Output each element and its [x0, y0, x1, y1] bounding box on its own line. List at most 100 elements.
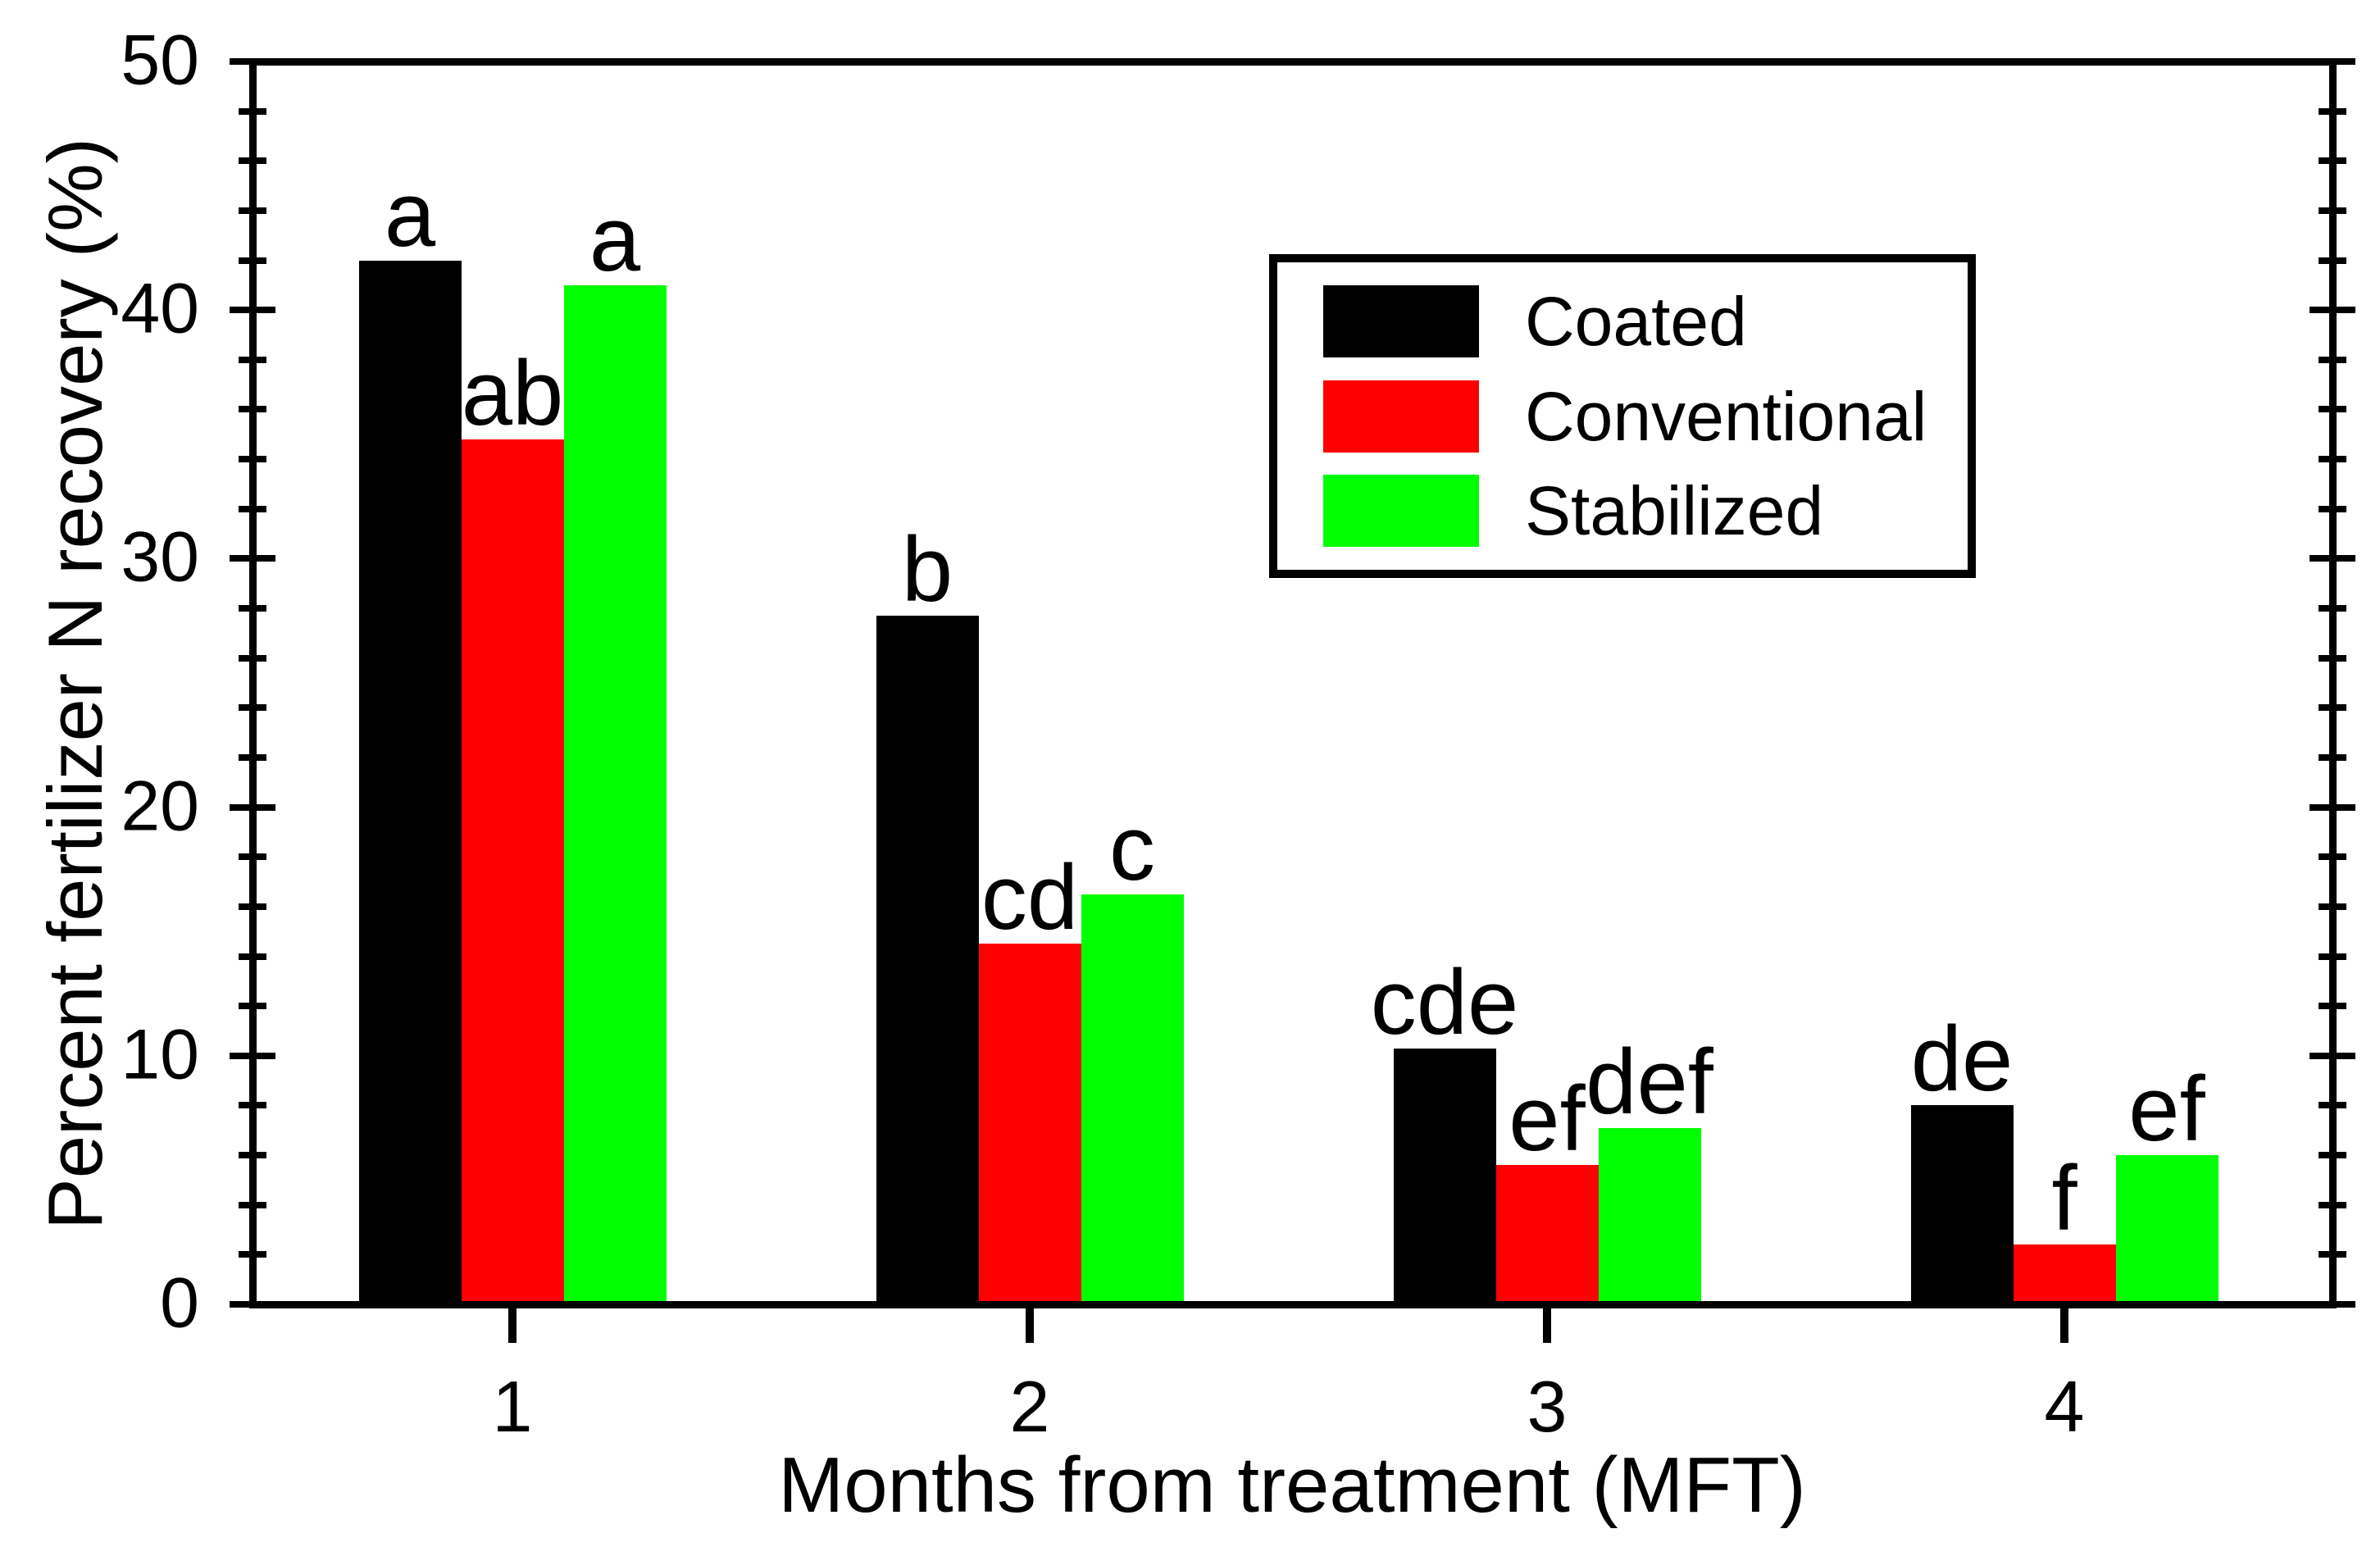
y-tick-label: 20 [121, 766, 199, 845]
y-axis-tick-right [2319, 704, 2346, 712]
y-axis-tick [239, 1152, 266, 1159]
bar-conventional-month-3 [1495, 1165, 1599, 1304]
significance-letter: c [1109, 796, 1155, 899]
y-axis-tick-right [2309, 307, 2355, 314]
y-axis-tick [239, 257, 266, 264]
y-axis-tick-right [2319, 853, 2346, 861]
significance-letter: a [384, 162, 436, 266]
y-axis-tick-right [2319, 753, 2346, 761]
y-axis-tick-right [2319, 605, 2346, 612]
y-axis-tick [239, 207, 266, 214]
y-axis-tick [239, 1003, 266, 1010]
significance-letter: b [901, 518, 953, 621]
significance-letter: ef [1509, 1067, 1586, 1171]
bar-stabilized-month-4 [2115, 1155, 2218, 1304]
bar-coated-month-2 [876, 616, 979, 1304]
x-tick-label: 2 [1009, 1366, 1050, 1447]
legend-swatch [1323, 475, 1479, 548]
legend-item-coated: Coated [1323, 282, 1968, 360]
significance-letter: f [2051, 1147, 2077, 1250]
y-tick-label: 40 [121, 269, 199, 348]
legend-item-stabilized: Stabilized [1323, 472, 1968, 550]
y-axis-tick-right [2319, 1152, 2346, 1159]
y-axis-tick-right [2319, 356, 2346, 363]
y-tick-label: 0 [160, 1263, 199, 1343]
y-axis-tick [230, 307, 275, 314]
y-axis-tick-right [2319, 953, 2346, 960]
y-tick-label: 30 [121, 517, 199, 597]
significance-letter: cde [1370, 950, 1519, 1053]
y-axis-tick-right [2309, 1301, 2355, 1308]
y-axis-tick [239, 753, 266, 761]
y-axis-tick [239, 157, 266, 165]
y-axis-tick-right [2319, 1003, 2346, 1010]
y-axis-tick-right [2309, 58, 2355, 65]
bar-stabilized-month-2 [1081, 894, 1184, 1304]
y-axis-title: Percent fertilizer N recovery (%) [32, 138, 118, 1230]
y-axis-tick-right [2319, 1251, 2346, 1258]
y-axis-tick [239, 456, 266, 463]
y-axis-tick [230, 555, 275, 562]
y-axis-tick [239, 654, 266, 662]
legend: Coated Conventional Stabilized [1269, 254, 1976, 578]
y-axis-tick-right [2309, 1052, 2355, 1059]
legend-swatch [1323, 380, 1479, 453]
y-axis-tick [239, 605, 266, 612]
top-border-line [248, 57, 2337, 66]
y-axis-tick [239, 406, 266, 413]
legend-swatch [1323, 284, 1479, 357]
x-axis-title: Months from treatment (MFT) [778, 1441, 1806, 1529]
x-tick-label: 4 [2044, 1366, 2085, 1447]
y-tick-label: 10 [121, 1015, 199, 1094]
x-axis-tick [1543, 1308, 1551, 1343]
y-axis-tick [230, 58, 275, 65]
x-tick-label: 1 [492, 1366, 533, 1447]
legend-label: Conventional [1525, 377, 1927, 455]
y-axis-tick [239, 1201, 266, 1208]
bar-stabilized-month-1 [563, 284, 667, 1304]
significance-letter: ef [2128, 1058, 2205, 1161]
y-axis-tick-right [2309, 555, 2355, 562]
y-axis-tick-right [2319, 903, 2346, 910]
bar-coated-month-1 [358, 260, 462, 1304]
y-axis-tick-right [2319, 505, 2346, 512]
y-axis-tick [230, 1301, 275, 1308]
y-axis-tick-right [2309, 803, 2355, 811]
bar-stabilized-month-3 [1598, 1127, 1701, 1304]
significance-letter: def [1586, 1030, 1713, 1133]
right-axis-line [2328, 57, 2337, 1308]
y-axis-tick [239, 953, 266, 960]
y-axis-tick-right [2319, 1102, 2346, 1109]
x-axis-tick [508, 1308, 517, 1343]
y-axis-tick-right [2319, 406, 2346, 413]
y-axis-tick [239, 107, 266, 115]
y-axis-tick-right [2319, 107, 2346, 115]
y-axis-tick [230, 803, 275, 811]
significance-letter: de [1910, 1008, 2014, 1111]
x-axis-tick [1026, 1308, 1034, 1343]
y-axis-tick-right [2319, 257, 2346, 264]
significance-letter: cd [981, 846, 1079, 949]
legend-label: Stabilized [1525, 472, 1824, 550]
y-axis-tick-right [2319, 654, 2346, 662]
y-axis-tick [239, 903, 266, 910]
x-tick-label: 3 [1527, 1366, 1568, 1447]
y-axis-tick [239, 356, 266, 363]
bar-conventional-month-2 [978, 944, 1081, 1304]
y-axis-tick-right [2319, 207, 2346, 214]
legend-label: Coated [1525, 282, 1747, 360]
significance-letter: ab [461, 341, 564, 444]
legend-item-conventional: Conventional [1323, 380, 1968, 453]
bar-coated-month-4 [1910, 1105, 2014, 1304]
y-axis-tick [230, 1052, 275, 1059]
y-axis-line [248, 57, 257, 1308]
y-axis-tick-right [2319, 456, 2346, 463]
y-axis-tick [239, 1102, 266, 1109]
y-axis-tick [239, 853, 266, 861]
y-axis-tick [239, 505, 266, 512]
x-axis-tick [2060, 1308, 2068, 1343]
y-axis-tick-right [2319, 157, 2346, 165]
y-axis-tick-right [2319, 1201, 2346, 1208]
x-axis-line [248, 1300, 2337, 1308]
